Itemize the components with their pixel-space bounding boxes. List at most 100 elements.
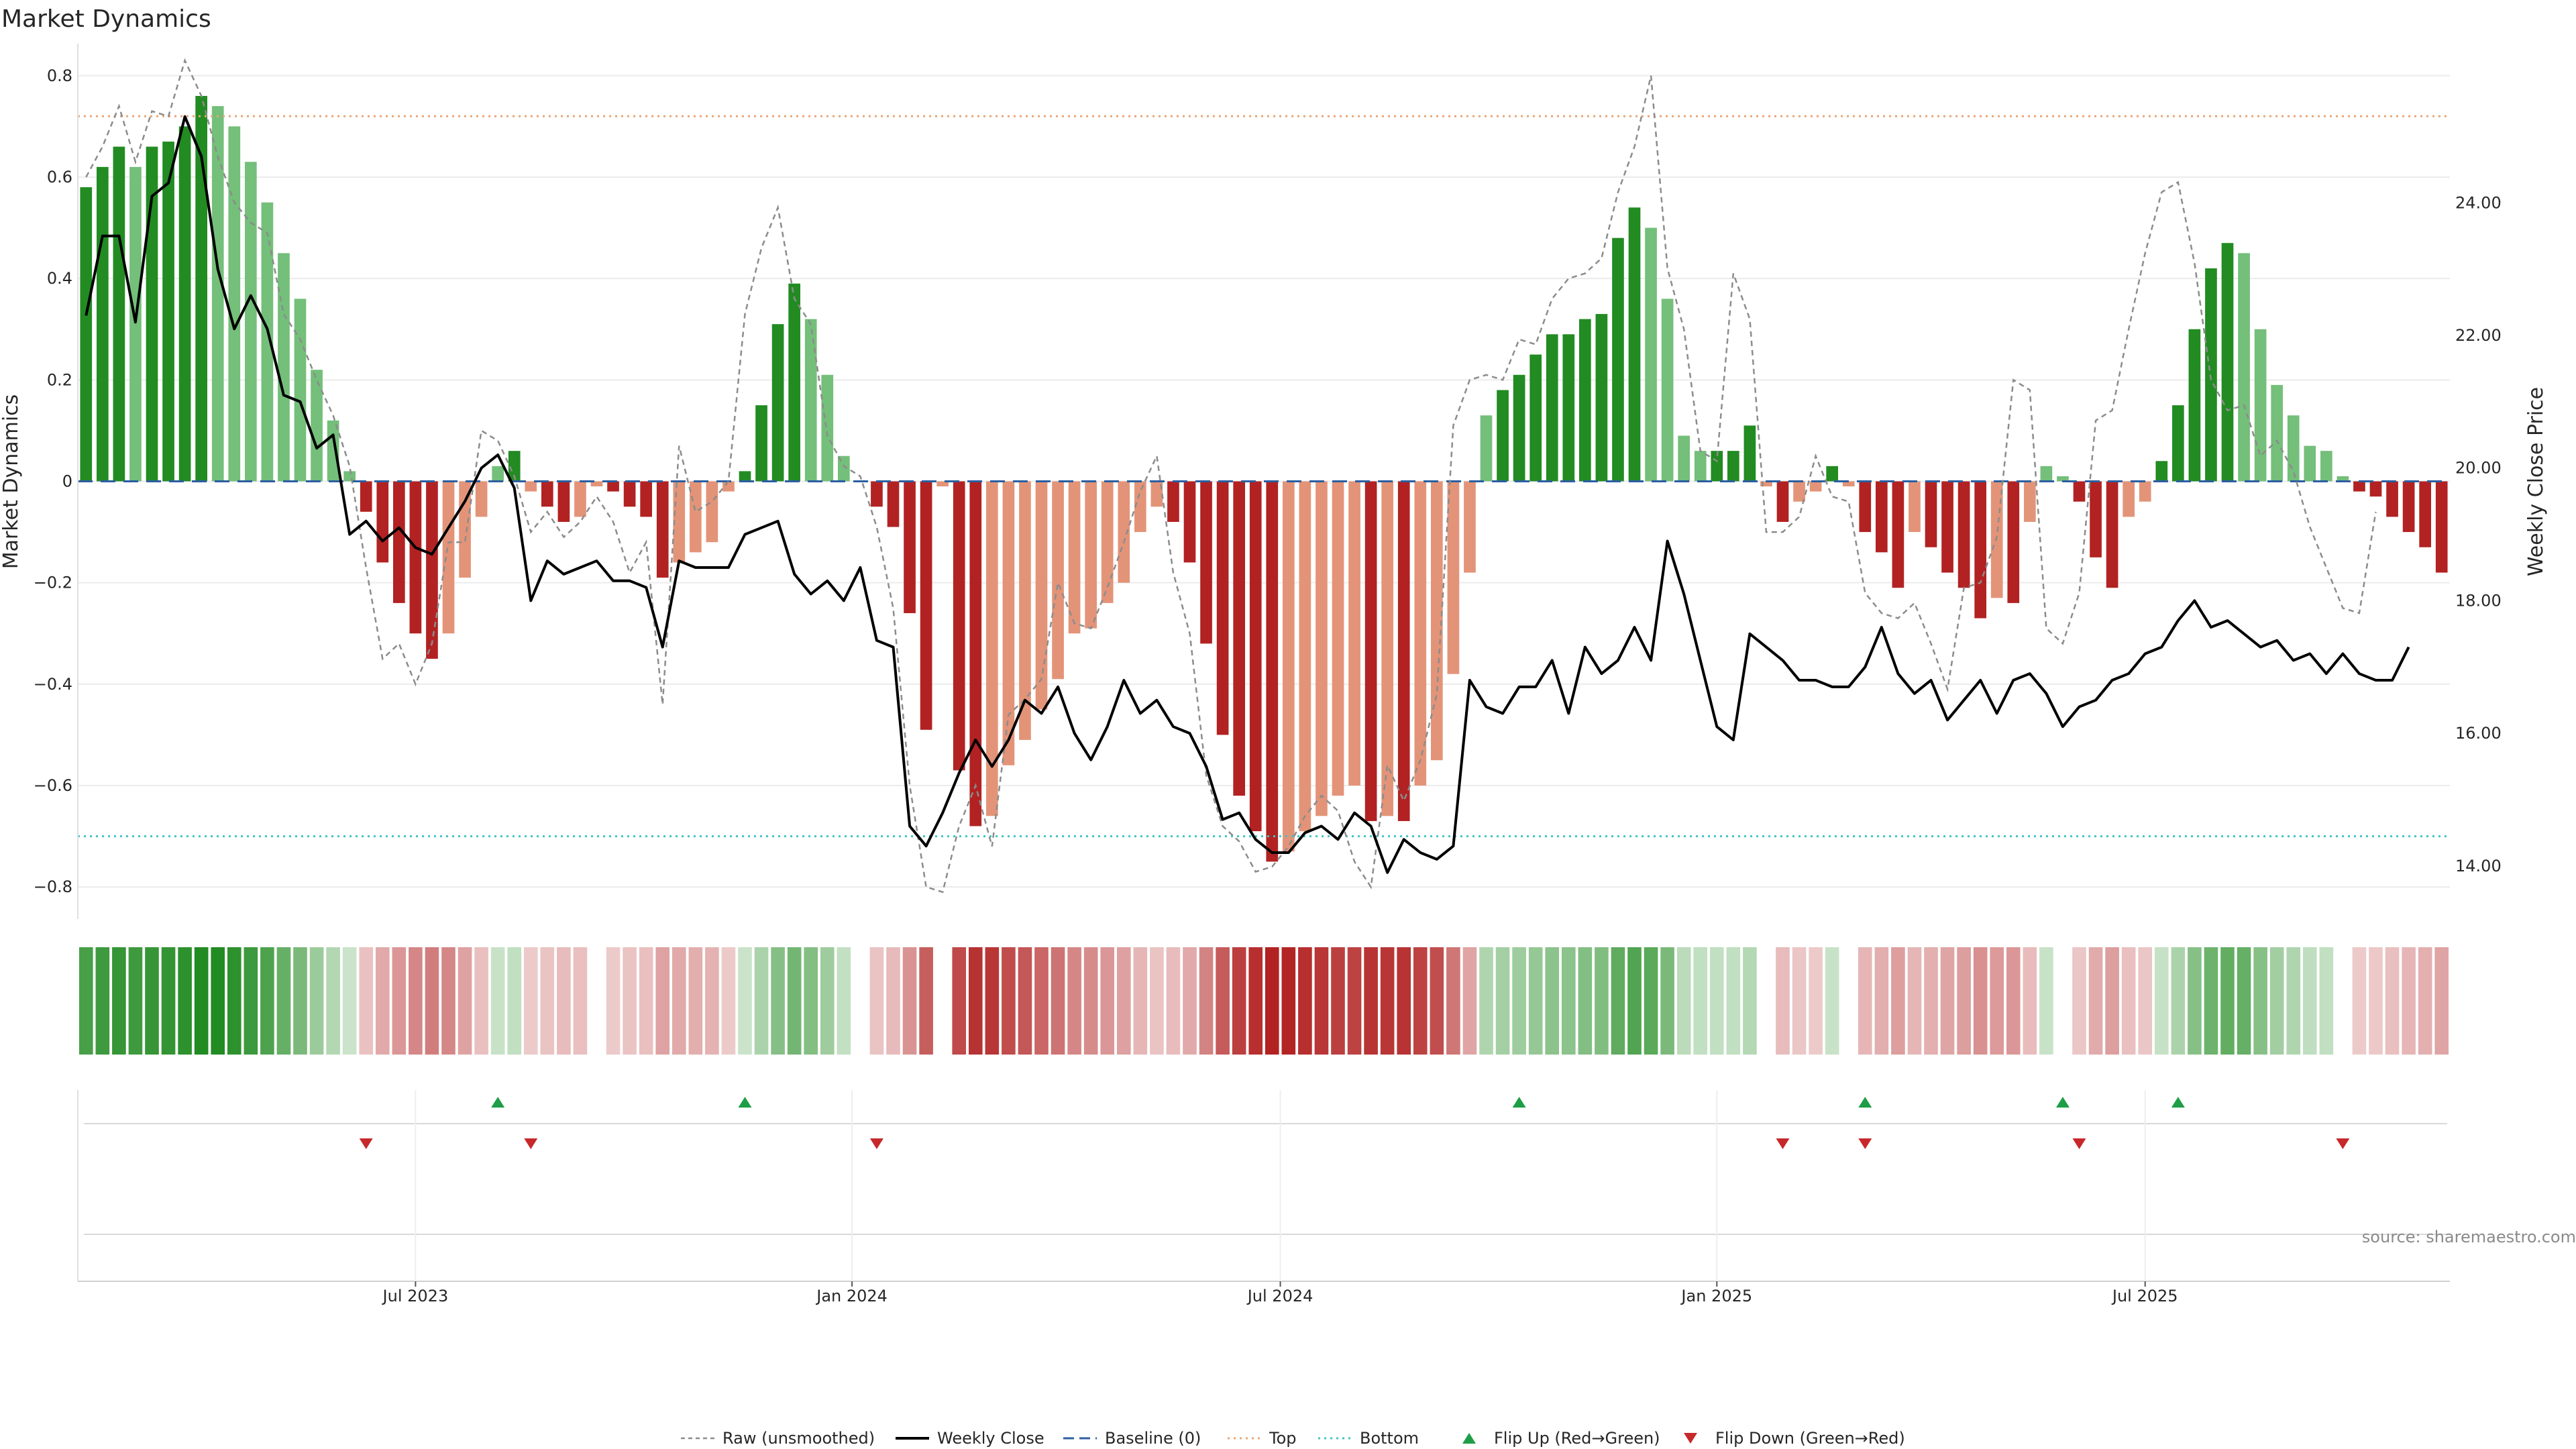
dynamics-bar: [2287, 415, 2300, 482]
raw-line: [85, 58, 2377, 894]
dynamics-bar: [1513, 374, 1525, 482]
regime-strip-cell: [194, 947, 209, 1055]
dynamics-bar: [2320, 451, 2332, 482]
regime-strip-cell: [606, 947, 621, 1055]
dynamics-bar: [1941, 481, 1953, 573]
dynamics-bar: [228, 126, 241, 482]
regime-strip-cell: [1891, 947, 1905, 1055]
dynamics-bar: [2188, 329, 2201, 482]
dynamics-bar: [343, 471, 356, 482]
regime-strip-cell: [2039, 947, 2053, 1055]
dynamics-bar: [1348, 481, 1360, 786]
regime-strip-cell: [474, 947, 488, 1055]
dynamics-bar: [640, 481, 653, 517]
regime-strip-cell: [1002, 947, 1016, 1055]
regime-strip-cell: [1199, 947, 1214, 1055]
flip-up-marker: [1512, 1097, 1526, 1108]
dynamics-bar: [1793, 481, 1805, 502]
dynamics-bar: [871, 481, 883, 507]
dynamics-bar: [1266, 481, 1279, 862]
dynamics-bar: [2337, 476, 2349, 482]
dynamics-bar: [2369, 481, 2382, 497]
regime-strip-cell: [2369, 947, 2383, 1055]
legend-label: Bottom: [1360, 1429, 1419, 1448]
chart-title: Market Dynamics: [1, 5, 211, 33]
dynamics-bar: [1578, 319, 1591, 482]
regime-strip-cell: [392, 947, 407, 1055]
regime-strip-cell: [1907, 947, 1922, 1055]
dynamics-bar: [1546, 334, 1558, 482]
dynamics-bar: [2435, 481, 2448, 573]
dynamics-bar: [113, 146, 125, 482]
legend-label: Top: [1269, 1429, 1297, 1448]
dynamics-bar: [261, 202, 274, 482]
regime-strip-cell: [2121, 947, 2136, 1055]
regime-strip-cell: [1364, 947, 1378, 1055]
dynamics-bar: [360, 481, 372, 512]
flip-markers-panel: [77, 1090, 2450, 1282]
dynamics-bar: [1052, 481, 1064, 680]
regime-strip-cell: [1034, 947, 1049, 1055]
dynamics-bar: [821, 374, 834, 482]
regime-strip-cell: [1380, 947, 1395, 1055]
regime-strip-cell: [342, 947, 357, 1055]
dynamics-bar: [1595, 314, 1608, 482]
regime-strip-cell: [1462, 947, 1477, 1055]
regime-strip-cell: [2352, 947, 2367, 1055]
regime-strip-cell: [1413, 947, 1428, 1055]
regime-strip-cell: [1051, 947, 1065, 1055]
dynamics-bar: [607, 481, 619, 492]
regime-strip-cell: [1627, 947, 1642, 1055]
regime-strip-cell: [523, 947, 538, 1055]
regime-strip-cell: [458, 947, 472, 1055]
regime-strip-cell: [1693, 947, 1708, 1055]
legend-label: Flip Down (Green→Red): [1715, 1429, 1905, 1448]
right-tick-label: 16.00: [2455, 724, 2502, 743]
dynamics-bar: [1957, 481, 1970, 588]
regime-strip-cell: [211, 947, 225, 1055]
dynamics-bar: [2007, 481, 2020, 603]
regime-strip-cell: [787, 947, 802, 1055]
dynamics-bar: [2304, 445, 2316, 482]
dynamics-bar: [146, 146, 158, 482]
flip-up-marker: [2171, 1097, 2185, 1108]
regime-strip-cell: [1083, 947, 1098, 1055]
dynamics-bar: [755, 405, 767, 482]
regime-strip-cell: [1809, 947, 1823, 1055]
dynamics-bar: [804, 319, 817, 482]
regime-strip-cell: [1512, 947, 1526, 1055]
regime-strip-cell: [738, 947, 752, 1055]
regime-strip-cell: [1018, 947, 1032, 1055]
dynamics-bar: [2419, 481, 2432, 547]
regime-strip-cell: [293, 947, 307, 1055]
dynamics-bar: [887, 481, 900, 527]
dynamics-bar: [904, 481, 916, 614]
weekly-close-line: [85, 115, 2410, 874]
flip-up-marker: [491, 1097, 505, 1108]
dynamics-bar: [2254, 329, 2267, 482]
dynamics-bar: [195, 96, 208, 482]
regime-strip-cell: [721, 947, 736, 1055]
legend-label: Baseline (0): [1105, 1429, 1201, 1448]
regime-strip-cell: [1825, 947, 1839, 1055]
dynamics-bar: [1909, 481, 1921, 533]
regime-strip-cell: [2171, 947, 2186, 1055]
dynamics-bar: [1529, 354, 1542, 482]
dynamics-bar: [1019, 481, 1031, 740]
regime-strip-cell: [1067, 947, 1081, 1055]
regime-strip-cell: [968, 947, 983, 1055]
regime-strip-cell: [1314, 947, 1329, 1055]
regime-strip-cell: [540, 947, 555, 1055]
regime-strip-cell: [1940, 947, 1955, 1055]
regime-strip-cell: [2154, 947, 2169, 1055]
flip-down-marker: [524, 1138, 538, 1149]
regime-strip-cell: [2402, 947, 2416, 1055]
x-tick-label: Jul 2023: [382, 1287, 449, 1305]
regime-strip: [78, 947, 2449, 1055]
regime-strip-cell: [2188, 947, 2202, 1055]
dynamics-bar: [2402, 481, 2415, 533]
regime-strip-cell: [2253, 947, 2267, 1055]
dynamics-bar: [1464, 481, 1476, 573]
dynamics-bar: [2271, 384, 2284, 482]
dynamics-bar: [2353, 481, 2365, 492]
